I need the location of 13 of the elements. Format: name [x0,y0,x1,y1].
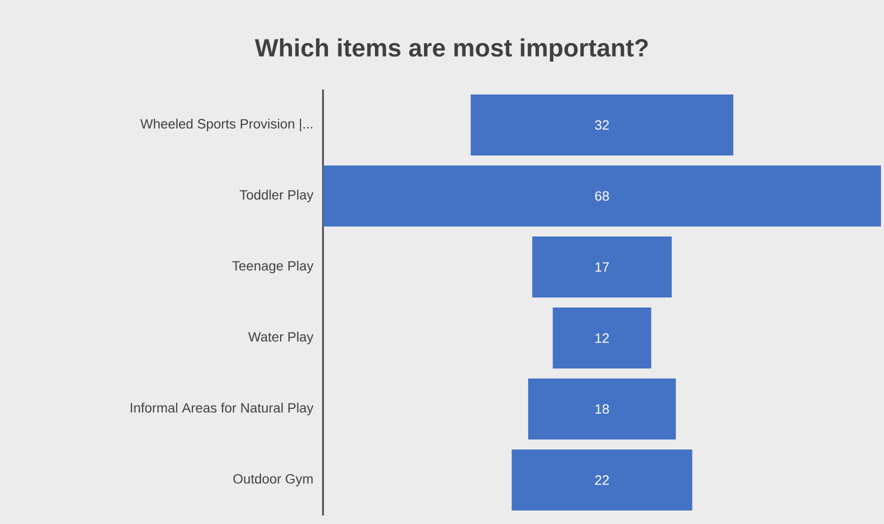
category-label: Water Play [248,332,314,344]
data-label: 68 [595,191,609,201]
category-label: Wheeled Sports Provision |... [140,118,312,132]
data-label: 17 [596,262,609,272]
category-label: Toddler Play [240,190,314,202]
category-label: Outdoor Gym [233,474,313,486]
category-label: Teenage Play [232,260,314,274]
data-label: 32 [595,120,609,130]
data-label: 12 [596,333,609,343]
data-label: 22 [595,475,609,485]
text: Which items are most important? [254,38,648,62]
data-label: 18 [596,404,609,414]
category-label: Informal Areas for Natural Play [130,402,314,416]
